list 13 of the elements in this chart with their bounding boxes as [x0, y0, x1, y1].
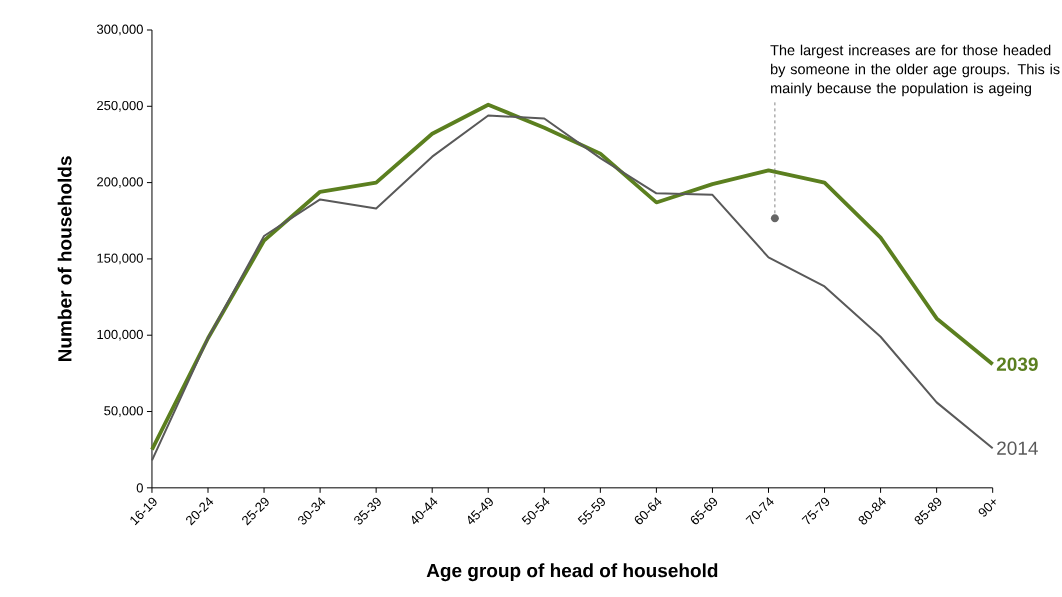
- series-label: 2014: [997, 441, 1038, 455]
- series-label: 2039: [996, 357, 1038, 372]
- y-axis-title: Number of households: [57, 156, 72, 362]
- x-axis-title: Age group of head of household: [426, 563, 718, 582]
- y-tick-label: 250,000: [97, 101, 143, 112]
- y-tick-label: 300,000: [96, 24, 143, 36]
- y-tick-label: 150,000: [97, 253, 143, 265]
- y-tick-label: 100,000: [97, 329, 143, 341]
- y-tick-label: 50,000: [104, 406, 143, 417]
- x-tick-label: 90+: [978, 499, 996, 517]
- y-tick-label: 200,000: [97, 177, 143, 189]
- annotation: The largest increases are for those headed by someone in the older age groups. This is mainly because the population is ageing: [770, 44, 1060, 97]
- y-tick-label: 0: [136, 483, 143, 493]
